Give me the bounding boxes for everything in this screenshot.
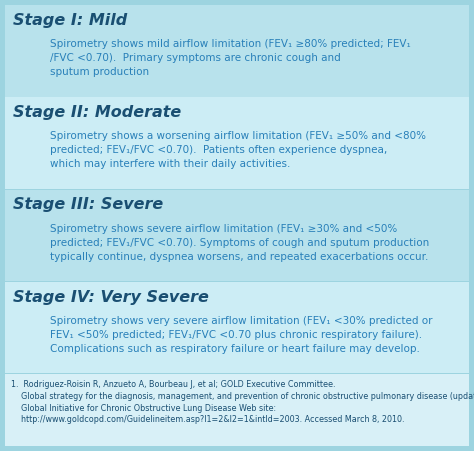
Bar bbox=[5, 97, 469, 189]
Text: Stage III: Severe: Stage III: Severe bbox=[13, 198, 163, 212]
Text: Stage IV: Very Severe: Stage IV: Very Severe bbox=[13, 290, 209, 305]
Text: Spirometry shows very severe airflow limitation (FEV₁ <30% predicted or
FEV₁ <50: Spirometry shows very severe airflow lim… bbox=[50, 316, 432, 354]
Text: Spirometry shows a worsening airflow limitation (FEV₁ ≥50% and <80%
predicted; F: Spirometry shows a worsening airflow lim… bbox=[50, 131, 426, 169]
Text: 1.  Rodriguez-Roisin R, Anzueto A, Bourbeau J, et al; GOLD Executive Committee.
: 1. Rodriguez-Roisin R, Anzueto A, Bourbe… bbox=[11, 380, 474, 424]
Bar bbox=[5, 282, 469, 373]
Text: Spirometry shows mild airflow limitation (FEV₁ ≥80% predicted; FEV₁
/FVC <0.70).: Spirometry shows mild airflow limitation… bbox=[50, 39, 411, 77]
Bar bbox=[5, 5, 469, 97]
Bar bbox=[5, 189, 469, 281]
Text: Stage I: Mild: Stage I: Mild bbox=[13, 13, 127, 28]
Bar bbox=[5, 374, 469, 446]
Text: Stage II: Moderate: Stage II: Moderate bbox=[13, 105, 181, 120]
Text: Spirometry shows severe airflow limitation (FEV₁ ≥30% and <50%
predicted; FEV₁/F: Spirometry shows severe airflow limitati… bbox=[50, 224, 429, 262]
